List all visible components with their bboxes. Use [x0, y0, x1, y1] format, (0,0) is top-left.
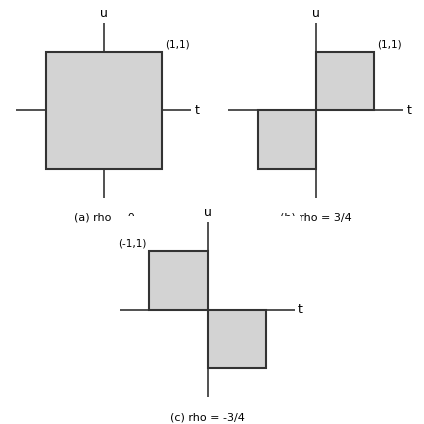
Bar — [46, 52, 162, 168]
Text: (1,1): (1,1) — [377, 39, 402, 49]
Text: (a) rho = 0: (a) rho = 0 — [73, 213, 134, 223]
Text: u: u — [204, 206, 212, 219]
Text: u: u — [312, 7, 320, 20]
Bar — [149, 251, 208, 310]
Text: u: u — [100, 7, 108, 20]
Bar — [208, 310, 266, 368]
Text: t: t — [298, 303, 303, 316]
Text: (b) rho = 3/4: (b) rho = 3/4 — [280, 213, 352, 223]
Bar — [316, 52, 374, 110]
Text: t: t — [406, 104, 411, 117]
Text: (1,1): (1,1) — [165, 39, 190, 49]
Bar — [258, 110, 316, 168]
Text: (-1,1): (-1,1) — [118, 238, 147, 248]
Text: (c) rho = -3/4: (c) rho = -3/4 — [170, 412, 245, 422]
Text: t: t — [194, 104, 199, 117]
